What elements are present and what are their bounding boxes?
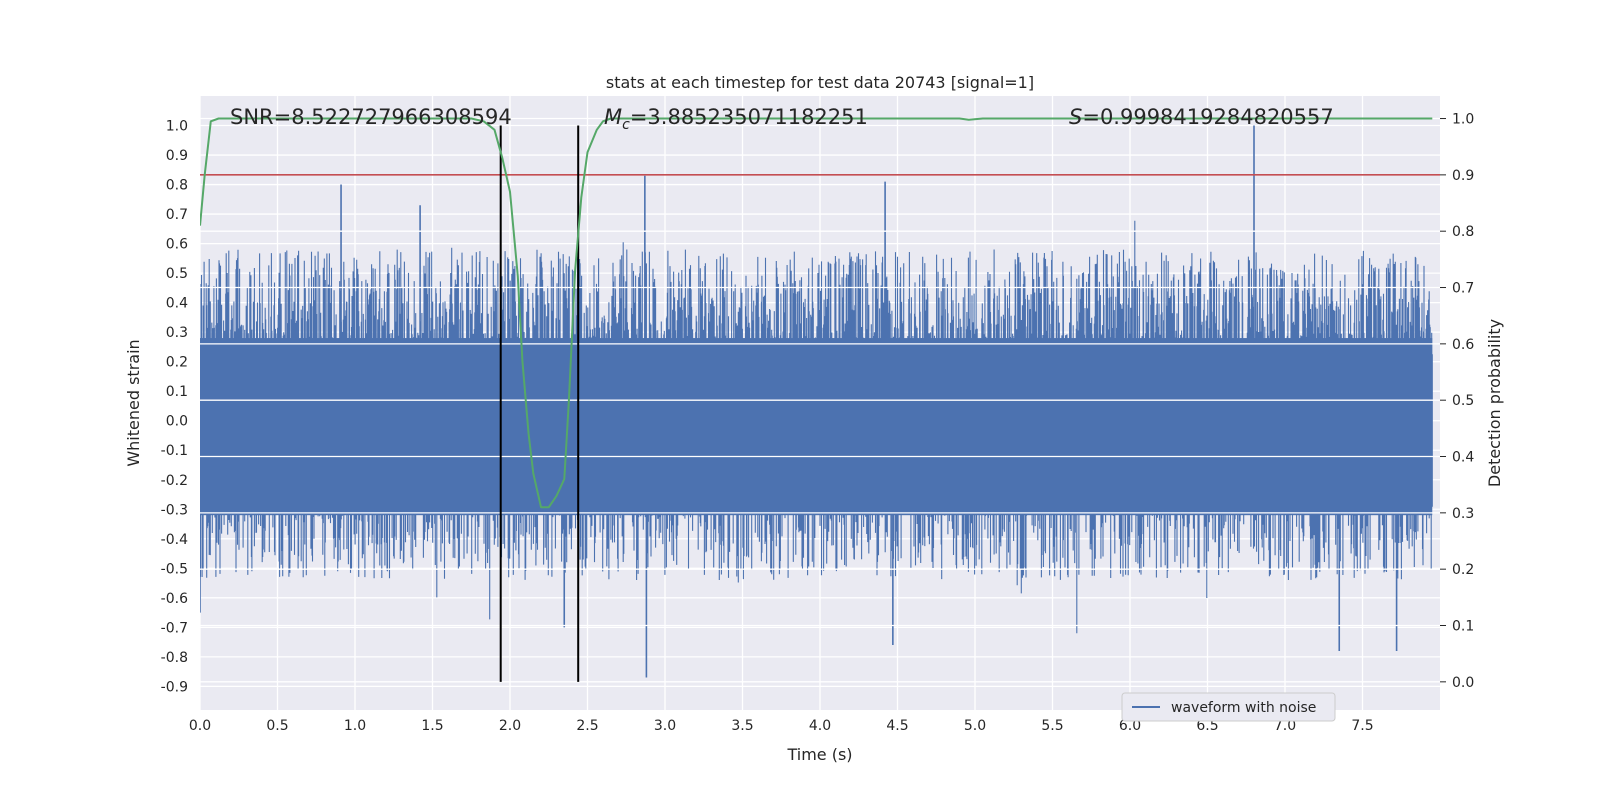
y-tick-label: 0.0 (166, 414, 188, 430)
x-tick-label: 1.5 (421, 718, 443, 734)
y-tick-label: 0.4 (166, 296, 188, 312)
score-value: =0.9998419284820557 (1082, 105, 1333, 129)
x-tick-label: 3.5 (731, 718, 753, 734)
x-tick-label: 5.0 (964, 718, 986, 734)
y2-tick-label: 0.2 (1452, 562, 1474, 578)
y-tick-label: 0.6 (166, 237, 188, 253)
x-tick-label: 5.5 (1041, 718, 1063, 734)
x-tick-label: 7.5 (1351, 718, 1373, 734)
legend-box (1121, 692, 1336, 722)
waveform-series (200, 125, 1433, 678)
legend: waveform with noise (1121, 692, 1336, 722)
chirp-mass-value: =3.885235071182251 (630, 105, 868, 129)
y2-tick-label: 0.9 (1452, 168, 1474, 184)
y2-axis-label: Detection probability (1485, 319, 1504, 487)
y2-tick-label: 0.7 (1452, 281, 1474, 297)
y2-tick-label: 0.1 (1452, 619, 1474, 635)
y-tick-label: 0.3 (166, 325, 188, 341)
x-tick-label: 6.0 (1119, 718, 1141, 734)
y-tick-label: 0.2 (166, 355, 188, 371)
snr-annotation: SNR=8.522727966308594 (230, 105, 512, 129)
axis-ticks: 0.0 0.5 1.0 1.5 2.0 2.5 3.0 3.5 4.0 4.5 5.0 5.5 6.0 6… (161, 112, 1475, 734)
x-tick-label: 2.5 (576, 718, 598, 734)
y2-tick-label: 0.5 (1452, 393, 1474, 409)
y-tick-label: -0.1 (161, 443, 188, 459)
chirp-mass-annotation: Mc=3.885235071182251 (604, 105, 868, 133)
x-axis-label: Time (s) (786, 745, 852, 764)
legend-label-waveform: waveform with noise (1171, 700, 1316, 716)
x-tick-label: 0.5 (266, 718, 288, 734)
y-tick-label: -0.7 (161, 620, 188, 636)
y2-tick-label: 0.3 (1452, 506, 1474, 522)
y2-tick-label: 0.4 (1452, 450, 1474, 466)
score-symbol: S (1069, 105, 1082, 129)
y-tick-label: -0.9 (161, 679, 188, 695)
x-tick-label: 4.5 (886, 718, 908, 734)
y-tick-label: -0.8 (161, 650, 188, 666)
y2-tick-label: 0.6 (1452, 337, 1474, 353)
chart-title: stats at each timestep for test data 207… (606, 73, 1034, 92)
y-tick-label: 0.1 (166, 384, 188, 400)
waveform-core-band (200, 338, 1433, 516)
x-tick-label: 1.0 (344, 718, 366, 734)
score-annotation: S=0.9998419284820557 (1069, 105, 1334, 129)
y-tick-label: 0.5 (166, 266, 188, 282)
y-tick-label: -0.2 (161, 473, 188, 489)
y-tick-label: 0.7 (166, 207, 188, 223)
y-tick-label: -0.5 (161, 561, 188, 577)
y-tick-label: 0.8 (166, 178, 188, 194)
x-tick-label: 3.0 (654, 718, 676, 734)
y-tick-label: 0.9 (166, 148, 188, 164)
y-tick-label: 1.0 (166, 119, 188, 135)
y-axis-label: Whitened strain (124, 339, 143, 466)
y2-tick-label: 0.0 (1452, 675, 1474, 691)
chirp-mass-subscript: c (622, 117, 630, 133)
y-tick-label: -0.4 (161, 532, 188, 548)
x-tick-label: 4.0 (809, 718, 831, 734)
x-tick-label: 2.0 (499, 718, 521, 734)
y2-tick-label: 0.8 (1452, 224, 1474, 240)
y2-tick-label: 1.0 (1452, 112, 1474, 128)
chirp-mass-symbol: M (604, 105, 622, 129)
detection-probability-line (200, 117, 1433, 509)
x-tick-label: 0.0 (189, 718, 211, 734)
x-tick-label: 7.0 (1274, 718, 1296, 734)
y-tick-label: -0.6 (161, 591, 188, 607)
x-tick-label: 6.5 (1196, 718, 1218, 734)
y-tick-label: -0.3 (161, 502, 188, 518)
overlay-lines (200, 117, 1440, 683)
